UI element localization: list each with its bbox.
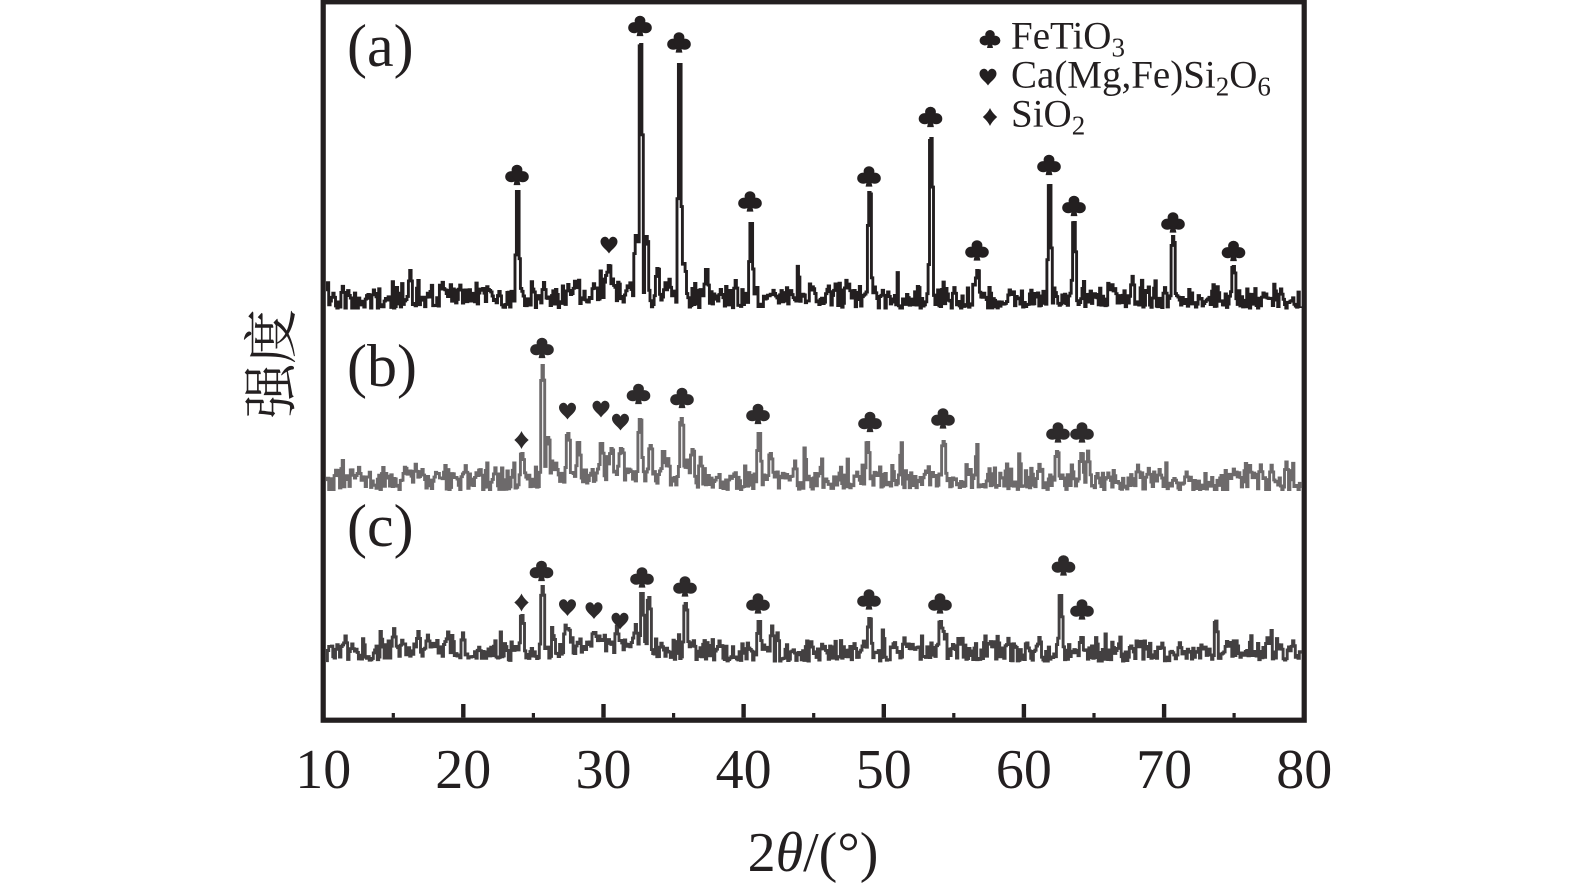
- svg-text:30: 30: [576, 739, 632, 801]
- svg-text:50: 50: [856, 739, 912, 801]
- svg-text:(c): (c): [347, 493, 414, 559]
- svg-text:20: 20: [435, 739, 491, 801]
- svg-text:60: 60: [996, 739, 1052, 801]
- svg-text:FeTiO3: FeTiO3: [1011, 15, 1125, 63]
- svg-text:Ca(Mg,Fe)Si2O6: Ca(Mg,Fe)Si2O6: [1011, 54, 1271, 102]
- svg-text:2θ/(°): 2θ/(°): [748, 822, 879, 884]
- svg-text:(b): (b): [347, 333, 417, 399]
- svg-text:40: 40: [716, 739, 772, 801]
- svg-text:10: 10: [295, 739, 351, 801]
- svg-text:70: 70: [1136, 739, 1192, 801]
- svg-text:80: 80: [1276, 739, 1332, 801]
- svg-text:(a): (a): [347, 13, 414, 79]
